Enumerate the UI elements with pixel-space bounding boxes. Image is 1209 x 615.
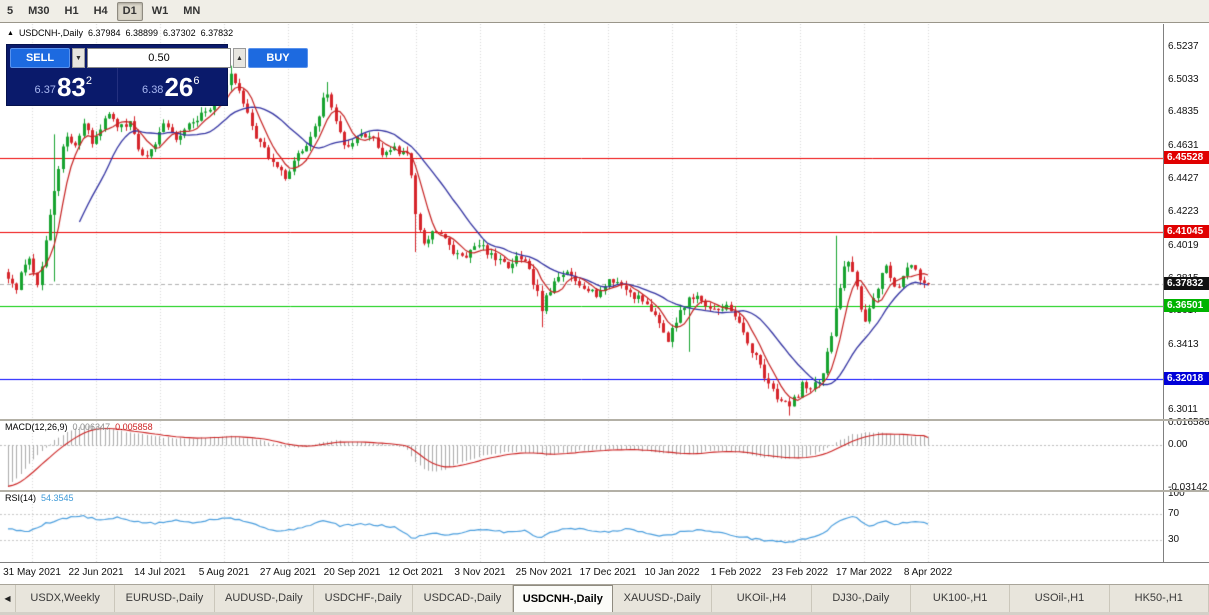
timeframe-button-mn[interactable]: MN <box>183 4 201 17</box>
lot-size-input[interactable] <box>87 48 231 68</box>
price-axis-tick: 6.5033 <box>1168 73 1199 85</box>
buy-price[interactable]: 6.38 26 6 <box>118 68 225 102</box>
chart-tab-xauusd-daily[interactable]: XAUUSD-,Daily <box>613 585 713 612</box>
sell-price-main: 6.37 <box>34 84 56 96</box>
chart-ohlc-header: ▲ USDCNH-,Daily 6.37984 6.38899 6.37302 … <box>7 28 233 38</box>
ohlc-close: 6.37832 <box>200 28 234 38</box>
date-axis-label: 1 Feb 2022 <box>710 567 762 578</box>
macd-indicator-label: MACD(12,26,9) 0.006347 0.005858 <box>5 422 153 432</box>
price-axis-tick: 6.4019 <box>1168 239 1199 251</box>
date-axis-label: 22 Jun 2021 <box>68 567 124 578</box>
price-axis-tick: 6.3011 <box>1168 404 1198 416</box>
price-axis[interactable]: 6.5237 6.5033 6.4835 6.4631 6.4427 6.4223 6.40… <box>1163 24 1209 562</box>
date-axis-label: 10 Jan 2022 <box>644 567 700 578</box>
timeframe-button-h4[interactable]: H4 <box>93 4 108 17</box>
chart-tab-dj30-daily[interactable]: DJ30-,Daily <box>812 585 911 612</box>
chart-tab-usoil-h1[interactable]: USOil-,H1 <box>1010 585 1110 612</box>
macd-axis-tick: -0.03142 <box>1168 481 1208 493</box>
sell-button[interactable]: SELL <box>10 48 70 68</box>
status-strip <box>0 612 1209 615</box>
tab-scroll-left-icon[interactable]: ◀ <box>0 585 16 612</box>
date-axis-label: 12 Oct 2021 <box>388 567 444 578</box>
chart-tab-usdcad-daily[interactable]: USDCAD-,Daily <box>413 585 513 612</box>
rsi-axis-tick: 70 <box>1168 507 1180 519</box>
chart-tab-bar: ◀ USDX,Weekly EURUSD-,Daily AUDUSD-,Daily US… <box>0 584 1209 612</box>
chart-symbol-label: USDCNH-,Daily <box>18 28 83 38</box>
date-axis-label: 3 Nov 2021 <box>454 567 506 578</box>
date-axis-label: 31 May 2021 <box>3 567 61 578</box>
price-axis-tick: 6.3413 <box>1168 338 1199 350</box>
date-axis-label: 5 Aug 2021 <box>198 567 250 578</box>
level-price-badge: 6.36501 <box>1164 299 1209 312</box>
date-axis-label: 14 Jul 2021 <box>134 567 186 578</box>
chart-tab-ukoil-h4[interactable]: UKOil-,H4 <box>712 585 812 612</box>
lot-decrease-button[interactable]: ▼ <box>72 48 85 68</box>
ohlc-low: 6.37302 <box>163 28 196 38</box>
price-axis-tick: 6.5237 <box>1168 40 1199 52</box>
macd-name: MACD(12,26,9) <box>5 422 68 432</box>
level-price-badge: 6.41045 <box>1164 224 1209 238</box>
rsi-value: 54.3545 <box>41 493 74 503</box>
macd-panel-splitter[interactable] <box>0 419 1209 421</box>
current-price-badge: 6.37832 <box>1164 277 1209 291</box>
lot-increase-button[interactable]: ▲ <box>233 48 246 68</box>
one-click-trading-panel: SELL ▼ ▲ BUY 6.37 83 2 6.38 26 6 <box>6 44 308 106</box>
date-axis-label: 8 Apr 2022 <box>903 567 953 578</box>
date-axis[interactable]: 31 May 2021 22 Jun 2021 14 Jul 2021 5 Aug 2… <box>0 562 1209 584</box>
timeframe-button-d1[interactable]: D1 <box>116 1 143 21</box>
price-axis-tick: 6.4223 <box>1168 206 1199 218</box>
price-axis-tick: 6.4427 <box>1168 172 1199 184</box>
chart-tab-eurusd-daily[interactable]: EURUSD-,Daily <box>115 585 215 612</box>
timeframe-toolbar: 5 M30 H1 H4 D1 W1 MN <box>0 0 1209 23</box>
macd-main-value: 0.006347 <box>72 422 111 432</box>
chart-tab-usdx-weekly[interactable]: USDX,Weekly <box>16 585 116 612</box>
timeframe-button-m30[interactable]: M30 <box>28 4 50 17</box>
timeframe-button-h1[interactable]: H1 <box>64 4 79 17</box>
timeframe-button-w1[interactable]: W1 <box>151 4 169 17</box>
macd-axis-tick: 0.00 <box>1168 439 1188 451</box>
rsi-name: RSI(14) <box>5 493 37 503</box>
buy-price-pip: 6 <box>193 75 200 87</box>
date-axis-label: 25 Nov 2021 <box>515 567 573 578</box>
sell-price[interactable]: 6.37 83 2 <box>10 68 118 102</box>
macd-signal-value: 0.005858 <box>115 422 153 432</box>
level-price-badge: 6.45528 <box>1164 151 1209 165</box>
sell-price-pip: 2 <box>85 75 92 87</box>
macd-axis-tick: 0.016586 <box>1168 416 1209 428</box>
chart-tab-hk50-h1[interactable]: HK50-,H1 <box>1110 585 1209 612</box>
chart-tab-uk100-h1[interactable]: UK100-,H1 <box>911 585 1011 612</box>
level-price-badge: 6.32018 <box>1164 372 1209 386</box>
chart-tab-usdchf-daily[interactable]: USDCHF-,Daily <box>314 585 414 612</box>
ohlc-high: 6.38899 <box>125 28 159 38</box>
rsi-indicator-label: RSI(14) 54.3545 <box>5 493 74 503</box>
date-axis-label: 23 Feb 2022 <box>771 567 829 578</box>
chart-canvas[interactable] <box>0 24 1163 562</box>
rsi-panel-splitter[interactable] <box>0 490 1209 492</box>
price-axis-tick: 6.4835 <box>1168 106 1199 118</box>
date-axis-label: 17 Mar 2022 <box>835 567 893 578</box>
date-axis-label: 27 Aug 2021 <box>259 567 317 578</box>
date-axis-label: 20 Sep 2021 <box>323 567 381 578</box>
chart-tab-usdcnh-daily[interactable]: USDCNH-,Daily <box>512 585 613 612</box>
buy-price-main: 6.38 <box>142 84 164 96</box>
sell-price-big: 83 <box>56 72 86 102</box>
price-axis-tick: 6.4631 <box>1168 139 1199 151</box>
timeframe-button-5[interactable]: 5 <box>7 4 14 17</box>
buy-price-big: 26 <box>164 72 194 102</box>
rsi-axis-tick: 100 <box>1168 487 1185 499</box>
buy-button[interactable]: BUY <box>248 48 308 68</box>
ohlc-open: 6.37984 <box>87 28 121 38</box>
chart-tab-audusd-daily[interactable]: AUDUSD-,Daily <box>215 585 314 612</box>
rsi-axis-tick: 30 <box>1168 534 1180 546</box>
date-axis-label: 17 Dec 2021 <box>579 567 637 578</box>
one-click-trading-toggle-icon[interactable]: ▲ <box>7 29 14 37</box>
